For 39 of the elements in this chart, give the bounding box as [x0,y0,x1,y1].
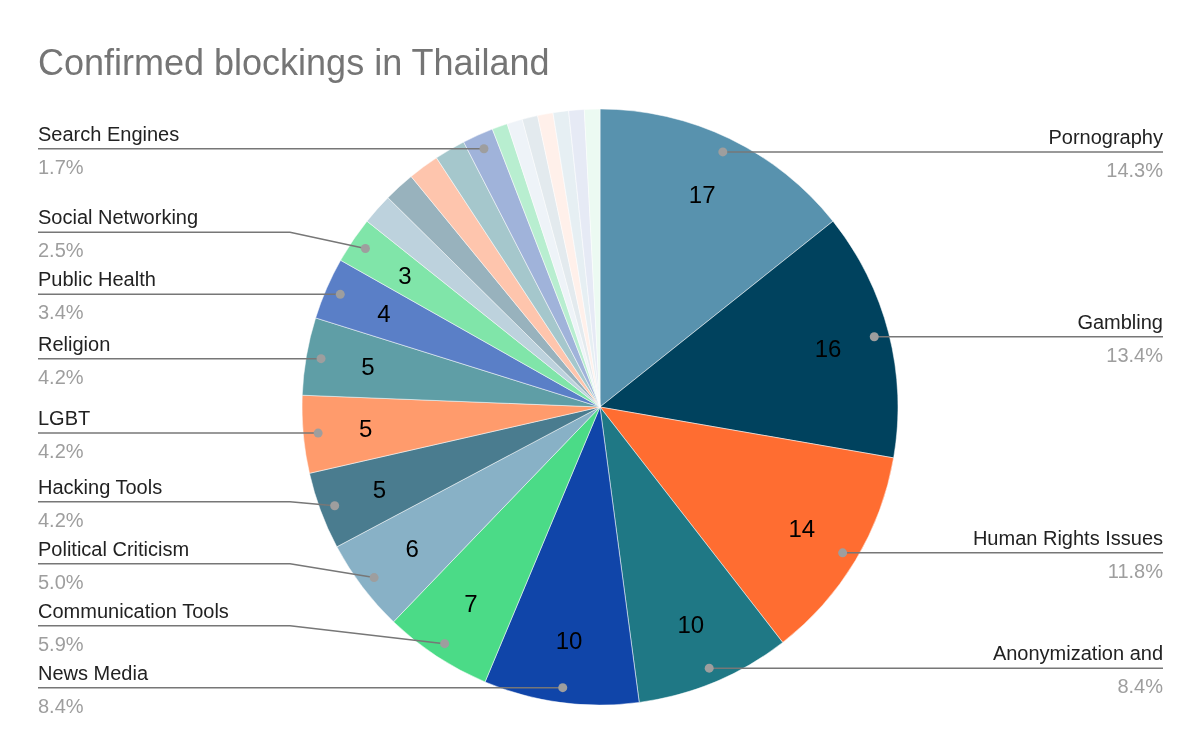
text: 8.4% [38,694,84,717]
slice-label: Public Health [38,268,156,291]
data-label: 3 [398,261,412,289]
text: 13.4% [1106,343,1164,366]
data-label: 7 [464,590,478,618]
data-label: 4 [377,299,391,327]
data-label: 10 [555,626,583,654]
data-label: 5 [372,475,387,503]
data-label: 6 [405,535,419,563]
text: 5.9% [38,632,84,655]
slice-label: News Media [38,661,149,684]
data-label: 5 [358,415,373,443]
text: 3.4% [38,301,84,324]
slice-label: Gambling [1077,310,1163,333]
slice-label: Social Networking [38,206,199,229]
data-label: 5 [361,353,375,381]
text: 4.2% [38,508,84,531]
data-label: 17 [688,181,716,209]
slice-label: Human Rights Issues [972,526,1163,549]
text: 14.3% [1106,158,1164,181]
text: 4.2% [38,365,84,388]
slice-label: Hacking Tools [38,475,163,498]
slice-label: Search Engines [38,122,180,145]
slice-label: Political Criticism [38,537,190,560]
slice-label: Pornography [1048,125,1163,148]
slice-label: Anonymization and [992,642,1163,665]
text: 4.2% [38,440,84,463]
data-label: 14 [788,514,816,542]
slice-label: Communication Tools [38,599,229,622]
text: 5.0% [38,570,84,593]
text: 1.7% [38,155,84,178]
text: 11.8% [1107,559,1164,582]
data-label: 10 [677,610,705,638]
text: 8.4% [1117,675,1164,698]
slice-label: Religion [38,332,111,355]
text: 2.5% [38,239,84,262]
chart-title: Confirmed blockings in Thailand [38,42,550,83]
slice-label: LGBT [38,407,91,430]
data-label: 16 [814,335,842,363]
